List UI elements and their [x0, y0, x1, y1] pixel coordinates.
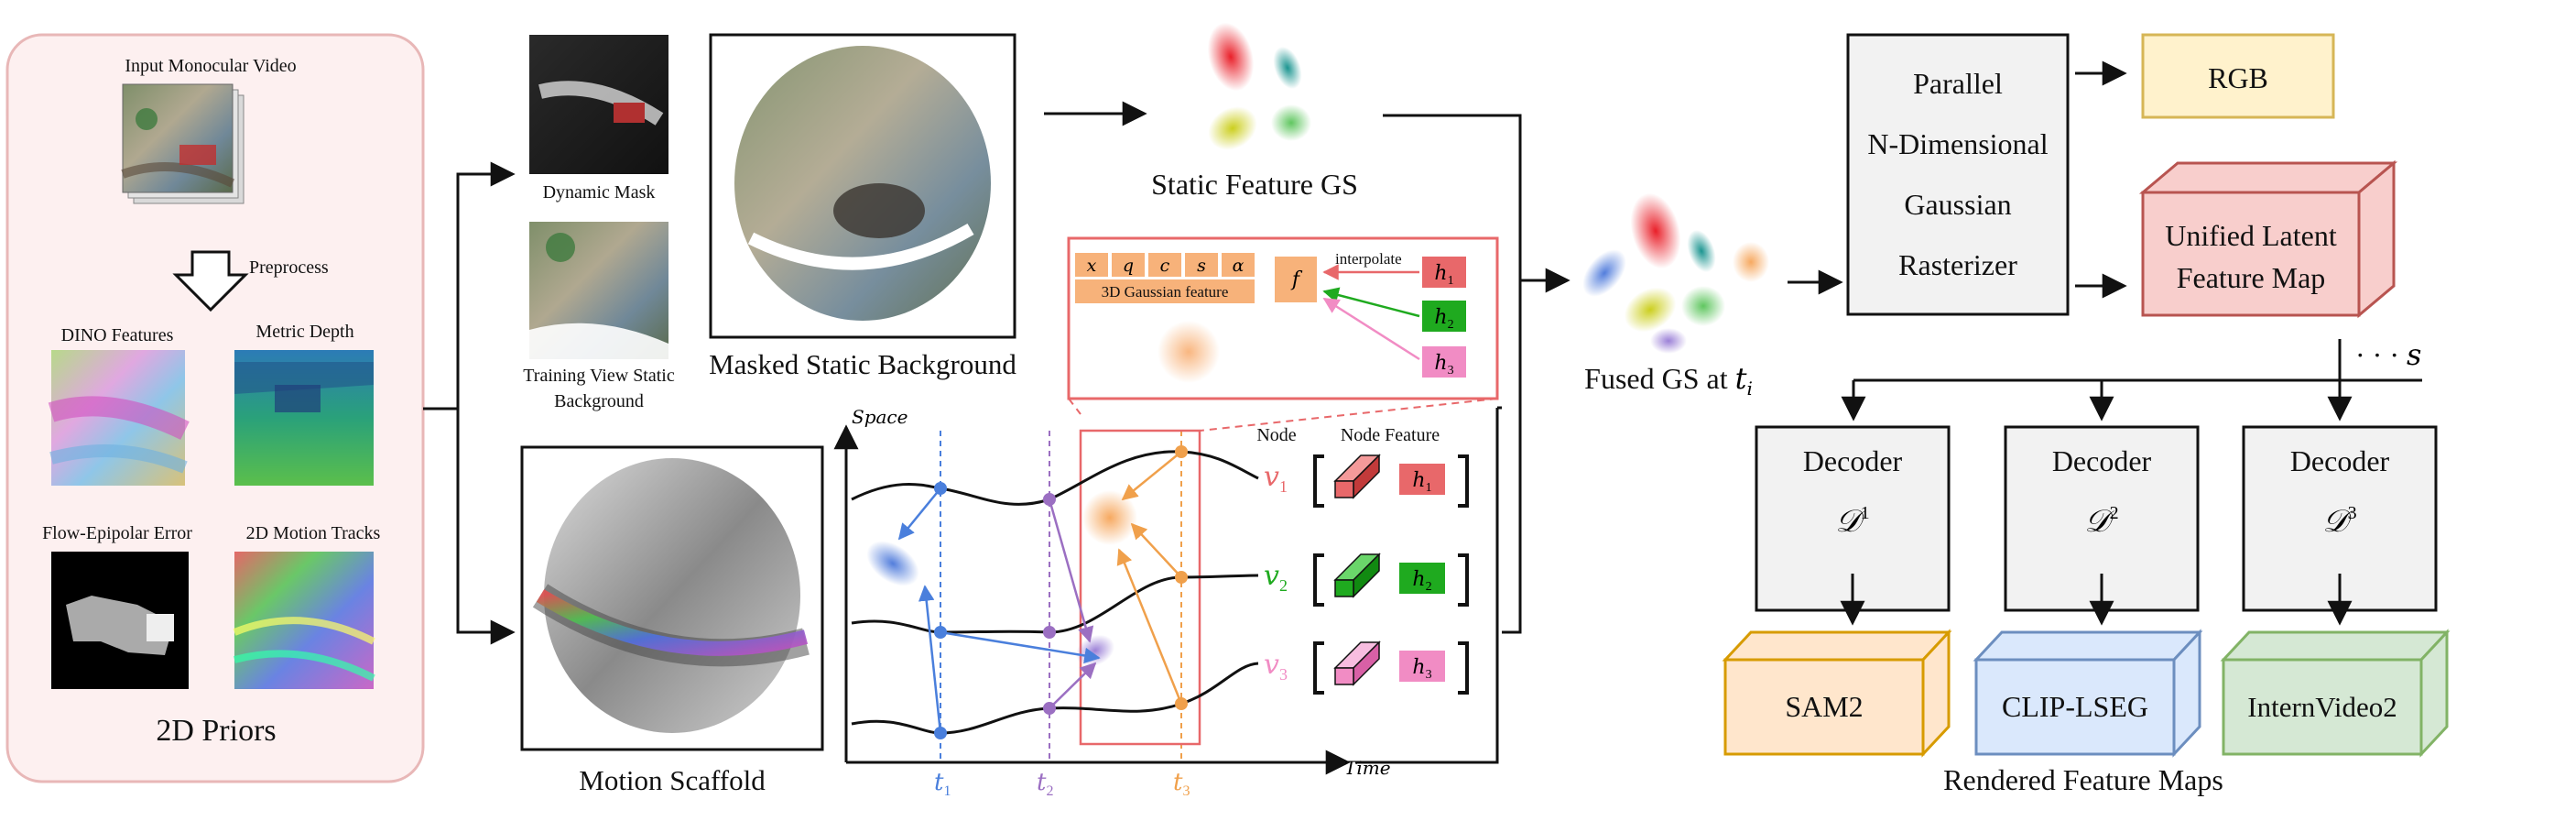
- feature-interpolation-box: x q c s α 3D Gaussian feature f interpol…: [1067, 236, 1499, 400]
- attr-q: q: [1123, 256, 1134, 276]
- fused-gaussians: [1582, 192, 1769, 354]
- flow-label: Flow-Epipolar Error: [42, 523, 192, 543]
- attr-c: c: [1160, 256, 1170, 276]
- gaussian-feature-label: 3D Gaussian feature: [1102, 283, 1229, 301]
- motion-scaffold-frame: [520, 445, 824, 751]
- dashed-link-right: [1199, 398, 1498, 432]
- clip-lseg-label: CLIP-LSEG: [2002, 690, 2148, 723]
- space-axis-label: Space: [852, 406, 908, 428]
- merge-connectors: [1355, 114, 1571, 764]
- latent-feature-map-cube: Unified Latent Feature Map: [2138, 159, 2398, 319]
- attr-alpha: α: [1233, 256, 1245, 276]
- static-view-label-1: Training View Static: [523, 366, 675, 386]
- static-gaussians: [1207, 22, 1311, 150]
- trajectory-v3: [851, 662, 1259, 735]
- extra-decoders-dots: · · · s: [2355, 337, 2421, 372]
- static-view-label-2: Background: [554, 391, 644, 411]
- flow-error-image: [51, 552, 189, 689]
- node-feature-header: Node Feature: [1341, 425, 1440, 445]
- static-gs-label: Static Feature GS: [1151, 168, 1358, 201]
- rasterizer-line-1: Parallel: [1913, 67, 2003, 100]
- h2-box: [1422, 301, 1466, 332]
- fused-gs-label: Fused GS at ti: [1584, 361, 1753, 400]
- input-video-label: Input Monocular Video: [125, 56, 296, 76]
- latent-line-2: Feature Map: [2177, 261, 2326, 294]
- node-v1: v1: [1264, 461, 1288, 496]
- dino-image: [48, 350, 190, 486]
- input-video-thumbnail: [121, 83, 245, 204]
- node-feature-h3: h3: [1412, 656, 1431, 682]
- h2-label: h2: [1434, 306, 1453, 332]
- preprocess-label: Preprocess: [249, 257, 329, 278]
- node-feature-row-1: h1: [1313, 454, 1469, 508]
- attr-s: s: [1197, 256, 1206, 276]
- h1-label: h1: [1434, 262, 1453, 288]
- dynamic-mask-image: [529, 35, 668, 174]
- attr-x: x: [1087, 256, 1097, 276]
- rgb-box: RGB: [2141, 33, 2335, 119]
- node-feature-row-3: h3: [1313, 640, 1469, 695]
- clip-lseg-output-cube: CLIP-LSEG: [1973, 629, 2203, 758]
- attr-box: [1222, 253, 1255, 277]
- time-axis-label: Time: [1344, 757, 1391, 779]
- time-t1: t1: [934, 769, 951, 799]
- tracks-label: 2D Motion Tracks: [246, 523, 381, 543]
- node-feature-h2: h2: [1412, 568, 1431, 594]
- sam2-label: SAM2: [1785, 690, 1863, 723]
- sam2-output-cube: SAM2: [1722, 629, 1952, 758]
- dynamic-mask-label: Dynamic Mask: [543, 182, 656, 203]
- dashed-link-left: [1068, 398, 1081, 415]
- dino-label: DINO Features: [61, 325, 174, 345]
- feature-gaussian: [1158, 321, 1220, 383]
- decoder-connectors: [1841, 339, 2422, 421]
- priors-title: 2D Priors: [156, 714, 276, 748]
- space-time-plot: Space Time t1 t2 t3 Node Node Fea: [833, 406, 1469, 799]
- static-view-image: [529, 222, 668, 359]
- depth-label: Metric Depth: [255, 322, 353, 342]
- gaussian-feature-bar: [1075, 279, 1255, 303]
- rendered-feature-maps-label: Rendered Feature Maps: [1943, 763, 2223, 796]
- h3-label: h3: [1434, 352, 1453, 378]
- time-t3: t3: [1173, 769, 1190, 799]
- decoder-2-title: Decoder: [2052, 444, 2152, 477]
- time-t2: t2: [1037, 769, 1053, 799]
- internvideo2-label: InternVideo2: [2247, 691, 2397, 723]
- rasterizer-line-3: Gaussian: [1904, 188, 2011, 221]
- node-feature-h1: h1: [1412, 469, 1431, 495]
- internvideo2-output-cube: InternVideo2: [2220, 629, 2451, 758]
- h3-box: [1422, 346, 1466, 378]
- depth-image: [234, 350, 374, 486]
- attr-box: [1148, 253, 1181, 277]
- node-v3: v3: [1264, 649, 1288, 684]
- interpolate-label: interpolate: [1335, 250, 1402, 268]
- node-v2: v2: [1264, 560, 1288, 595]
- node-header: Node: [1256, 425, 1296, 445]
- latent-line-1: Unified Latent: [2165, 219, 2337, 252]
- rasterizer-box: Parallel N-Dimensional Gaussian Rasteriz…: [1846, 33, 2070, 316]
- f-box: [1275, 257, 1317, 302]
- priors-connectors: [423, 161, 516, 645]
- attr-box: [1185, 253, 1218, 277]
- attr-box: [1075, 253, 1108, 277]
- h1-box: [1422, 257, 1466, 288]
- decoder-1-title: Decoder: [1803, 444, 1903, 477]
- decoder-2-symbol: 𝒟2: [2084, 503, 2118, 540]
- motion-tracks-image: [233, 552, 375, 689]
- decoder-output-arrows: [1840, 574, 2353, 626]
- attr-box: [1112, 253, 1145, 277]
- rasterizer-line-4: Rasterizer: [1898, 248, 2017, 281]
- priors-panel: Input Monocular Video Preprocess DINO Fe…: [5, 33, 425, 783]
- node-feature-row-2: h2: [1313, 553, 1469, 607]
- masked-background-label: Masked Static Background: [709, 348, 1016, 380]
- motion-scaffold-label: Motion Scaffold: [579, 764, 766, 796]
- masked-background-frame: [709, 33, 1016, 339]
- rasterizer-line-2: N-Dimensional: [1867, 127, 2048, 160]
- decoder-3-title: Decoder: [2290, 444, 2390, 477]
- preprocess-arrow-icon: [172, 250, 249, 312]
- rgb-label: RGB: [2208, 61, 2268, 94]
